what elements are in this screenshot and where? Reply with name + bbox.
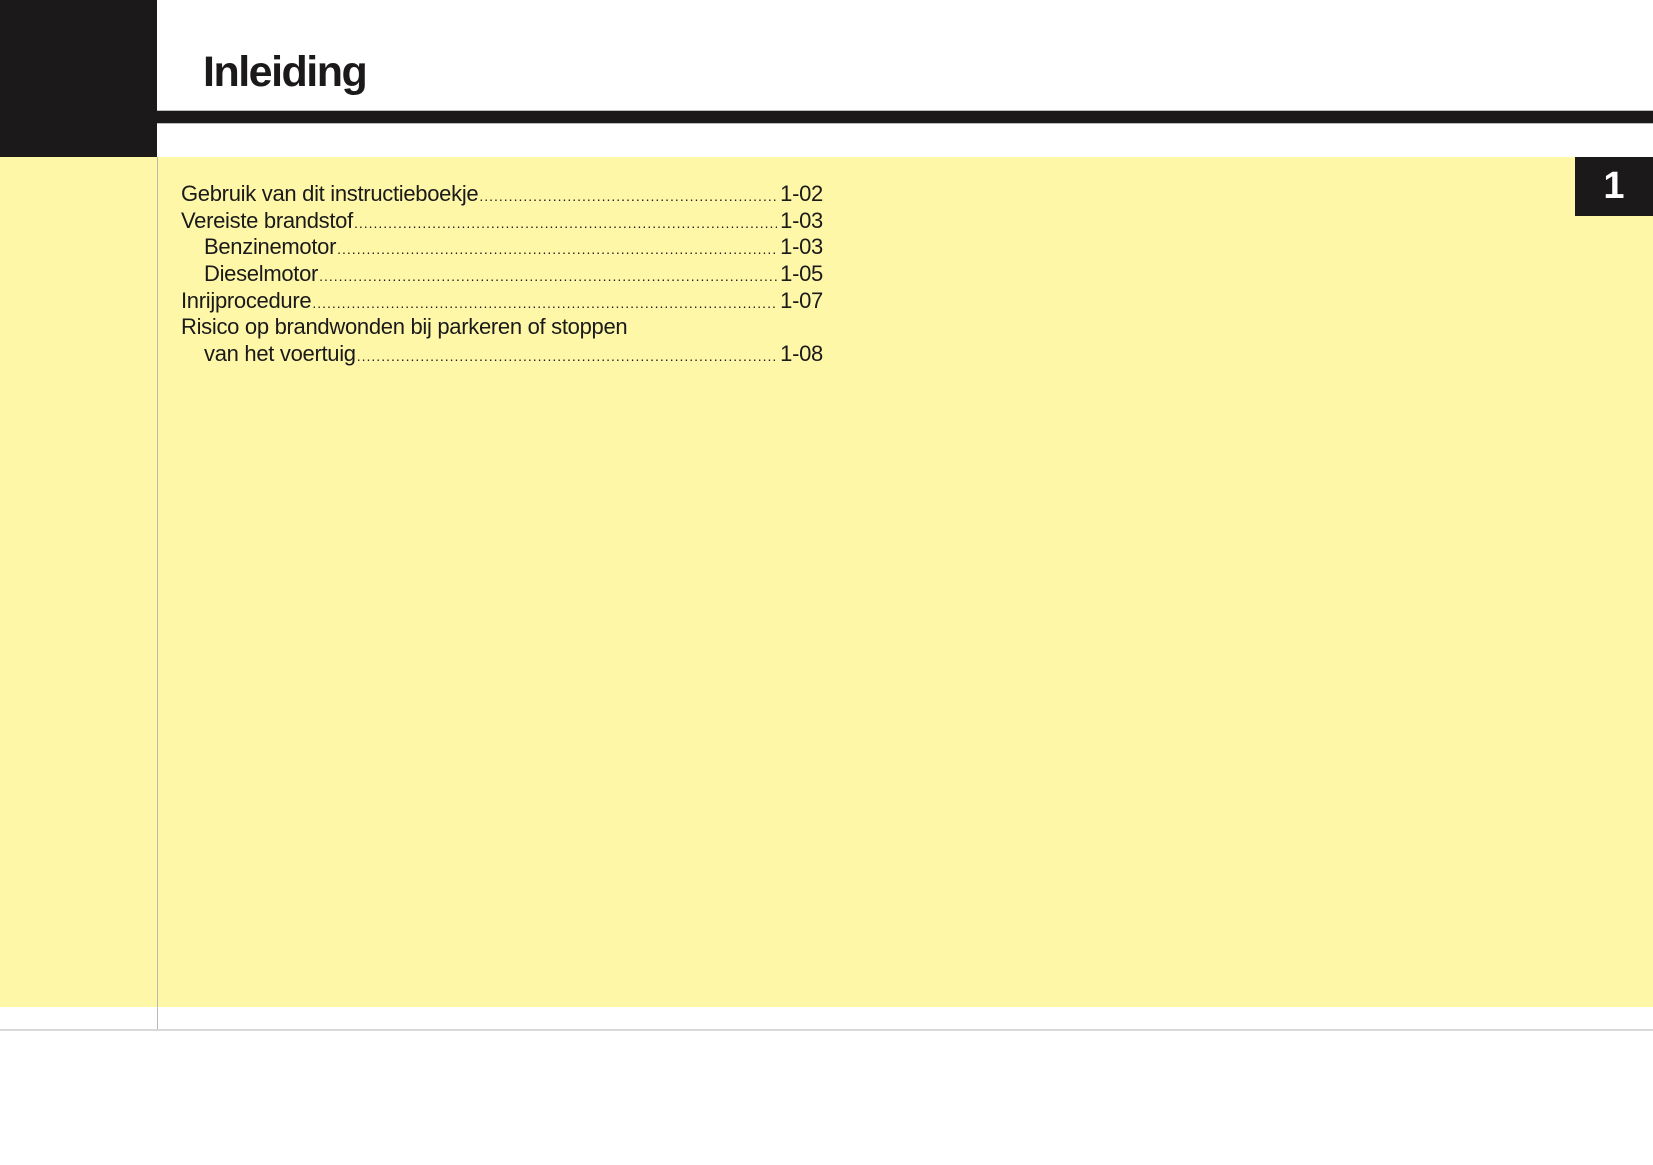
toc-label: Benzinemotor xyxy=(204,234,337,260)
toc-label: van het voertuig xyxy=(204,341,356,367)
toc-label: Risico op brandwonden bij parkeren of st… xyxy=(181,314,628,340)
table-of-contents: Gebruik van dit instructieboekje 1-02 Ver… xyxy=(181,181,823,368)
corner-block xyxy=(0,0,157,157)
toc-label: Inrijprocedure xyxy=(181,287,312,313)
toc-leader xyxy=(357,343,777,370)
toc-label: Dieselmotor xyxy=(204,261,319,287)
margin-divider xyxy=(157,157,158,1030)
toc-entry[interactable]: Gebruik van dit instructieboekje 1-02 xyxy=(181,181,823,208)
toc-entry[interactable]: Risico op brandwonden bij parkeren of st… xyxy=(181,314,823,341)
toc-entry[interactable]: Dieselmotor 1-05 xyxy=(181,261,823,288)
footer-divider xyxy=(0,1029,1653,1031)
chapter-number: 1 xyxy=(1603,165,1625,207)
toc-leader xyxy=(337,236,777,263)
toc-page: 1-08 xyxy=(780,341,823,367)
chapter-tab: 1 xyxy=(1575,157,1653,216)
page-title: Inleiding xyxy=(203,48,368,96)
toc-leader xyxy=(312,290,777,317)
toc-entry[interactable]: Inrijprocedure 1-07 xyxy=(181,288,823,315)
content-band xyxy=(0,157,1653,1007)
toc-entry[interactable]: Vereiste brandstof 1-03 xyxy=(181,208,823,235)
toc-page: 1-03 xyxy=(780,234,823,260)
header-rule xyxy=(157,110,1653,124)
toc-leader xyxy=(319,263,777,290)
toc-page: 1-05 xyxy=(780,261,823,287)
toc-label: Gebruik van dit instructieboekje xyxy=(181,181,479,206)
toc-entry[interactable]: Benzinemotor 1-03 xyxy=(181,234,823,261)
toc-page: 1-07 xyxy=(780,287,823,313)
toc-page: 1-02 xyxy=(780,181,823,206)
toc-leader xyxy=(354,210,777,237)
toc-label: Vereiste brandstof xyxy=(181,207,353,233)
toc-page: 1-03 xyxy=(780,207,823,233)
toc-entry[interactable]: van het voertuig 1-08 xyxy=(181,341,823,368)
toc-leader xyxy=(479,183,777,210)
